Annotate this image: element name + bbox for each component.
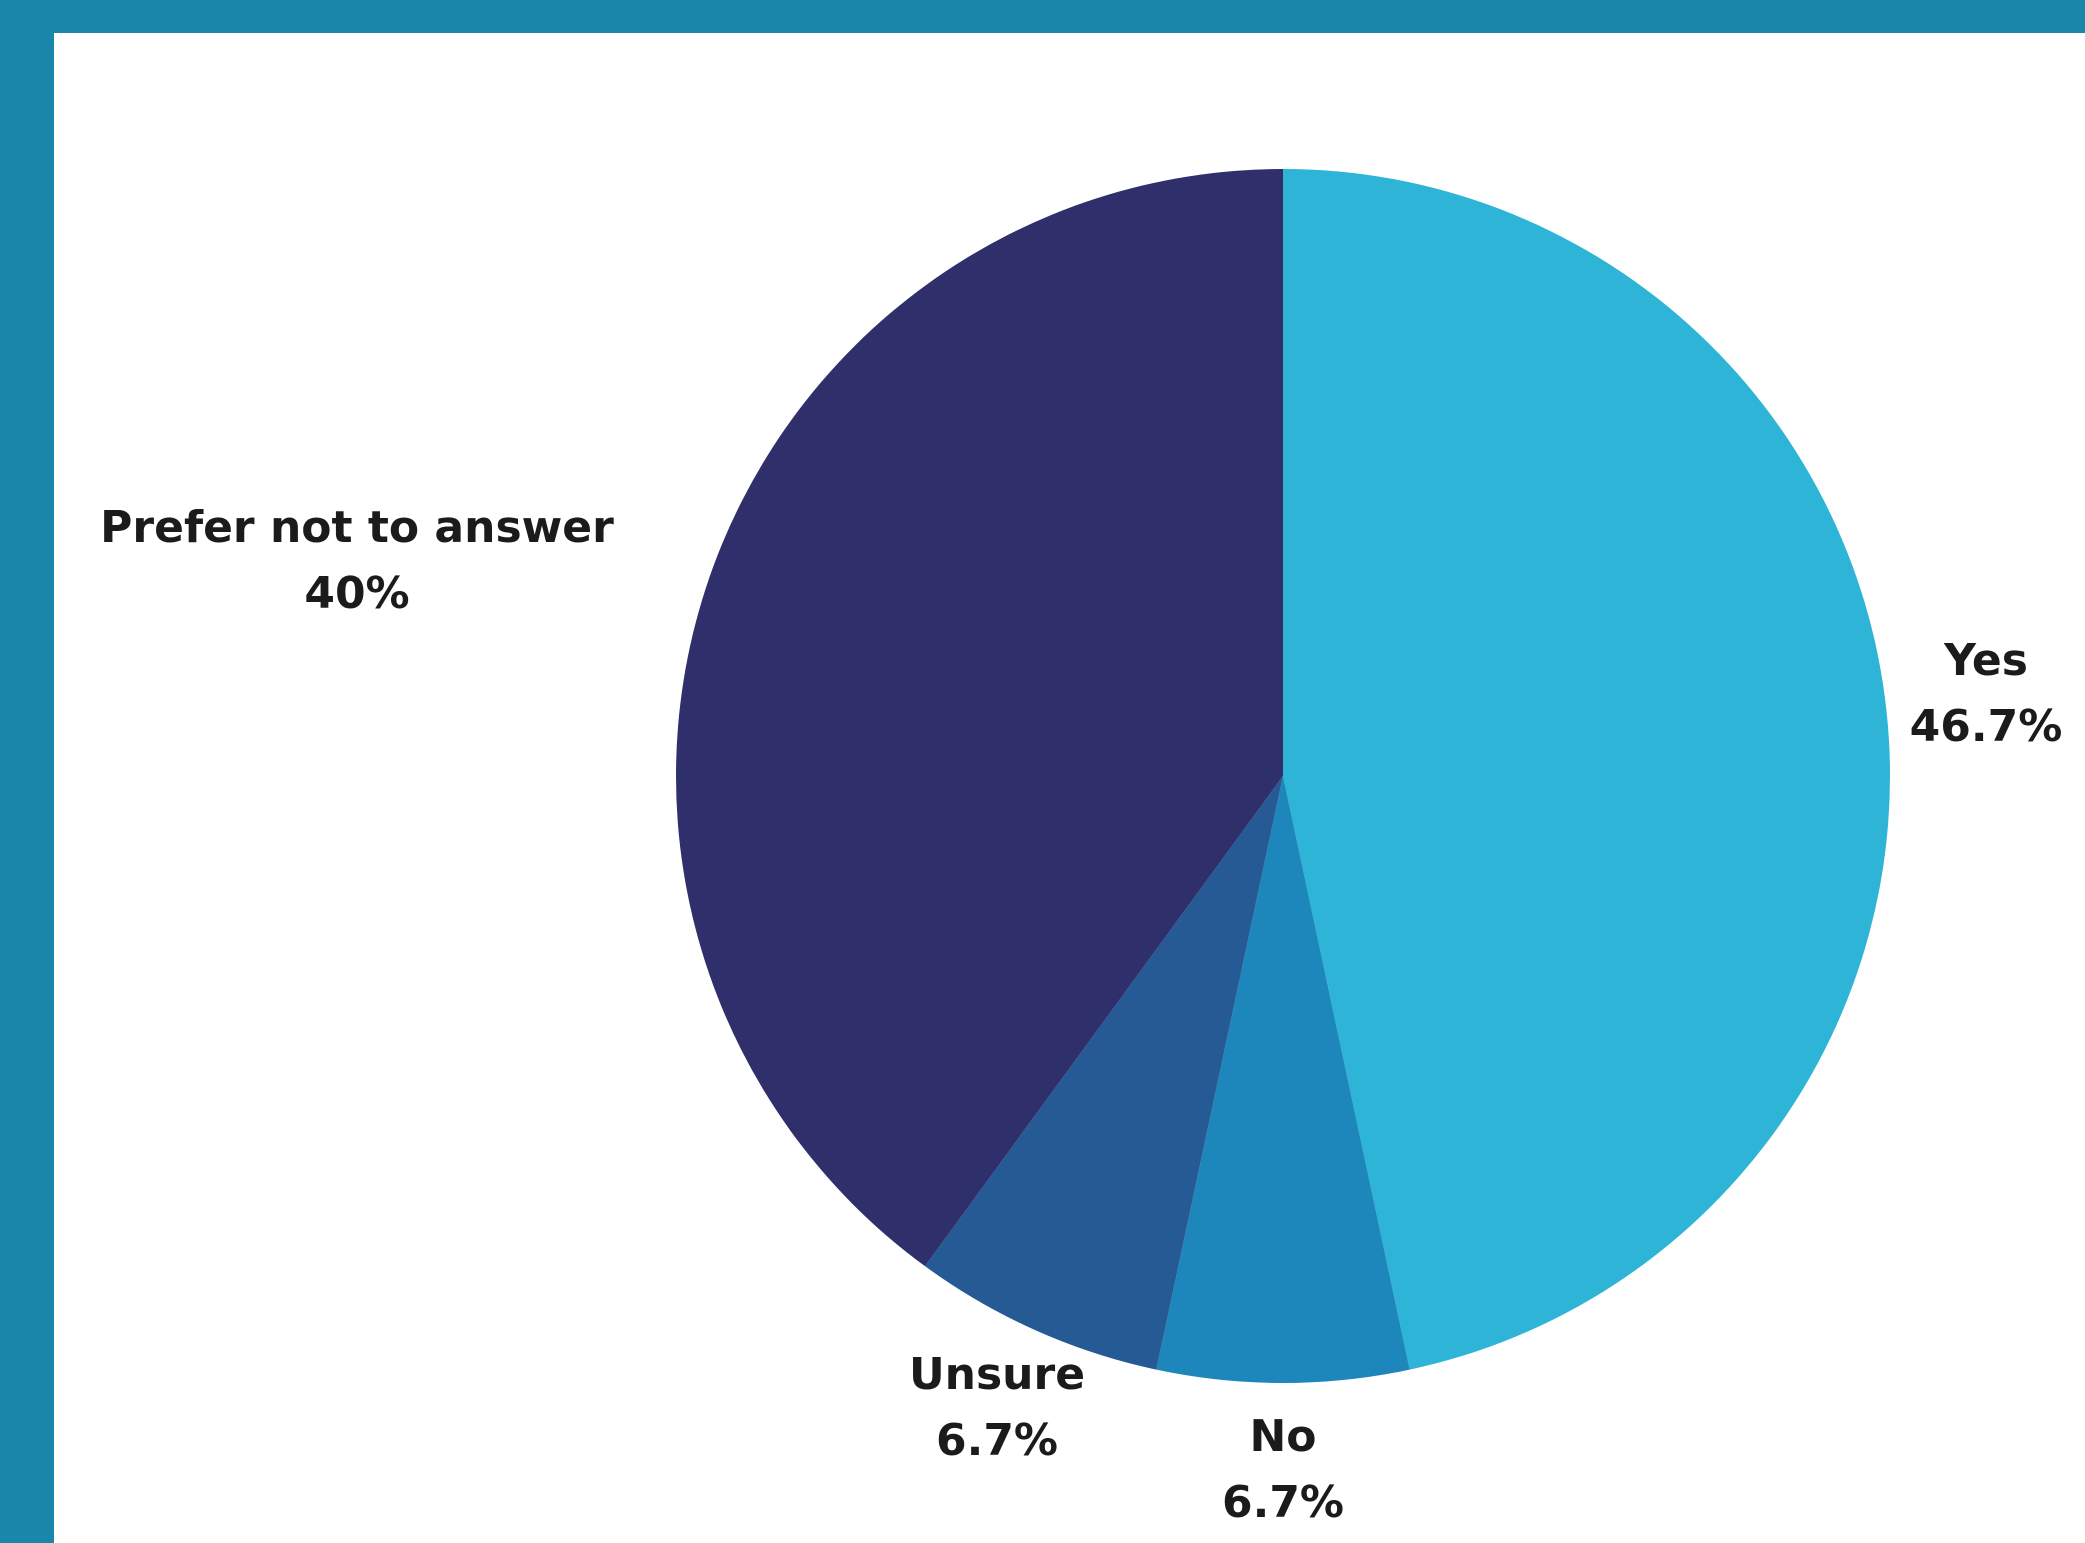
pie-slice-prefer-not-to-answer (675, 169, 1283, 1267)
slice-value-yes: 46.7% (1910, 701, 2063, 752)
pie-labels: Yes 46.7% No 6.7% Unsure 6.7% Prefer not to an… (100, 502, 2062, 1528)
slice-label-unsure: Unsure (909, 1349, 1085, 1400)
slice-label-no: No (1249, 1411, 1316, 1462)
slice-label-prefer-not-to-answer: Prefer not to answer (100, 502, 614, 553)
slice-value-prefer-not-to-answer: 40% (304, 568, 409, 619)
slice-label-yes: Yes (1943, 635, 2028, 686)
pie-chart: Yes 46.7% No 6.7% Unsure 6.7% Prefer not to an… (100, 169, 2062, 1528)
slice-value-no: 6.7% (1222, 1477, 1344, 1528)
chart-canvas: Yes 46.7% No 6.7% Unsure 6.7% Prefer not to an… (54, 33, 2085, 1543)
pie-slices (675, 169, 1890, 1383)
pie-slice-no (1156, 776, 1410, 1383)
pie-slice-yes (1283, 169, 1890, 1370)
pie-slice-unsure (924, 776, 1283, 1370)
slice-value-unsure: 6.7% (936, 1415, 1058, 1466)
